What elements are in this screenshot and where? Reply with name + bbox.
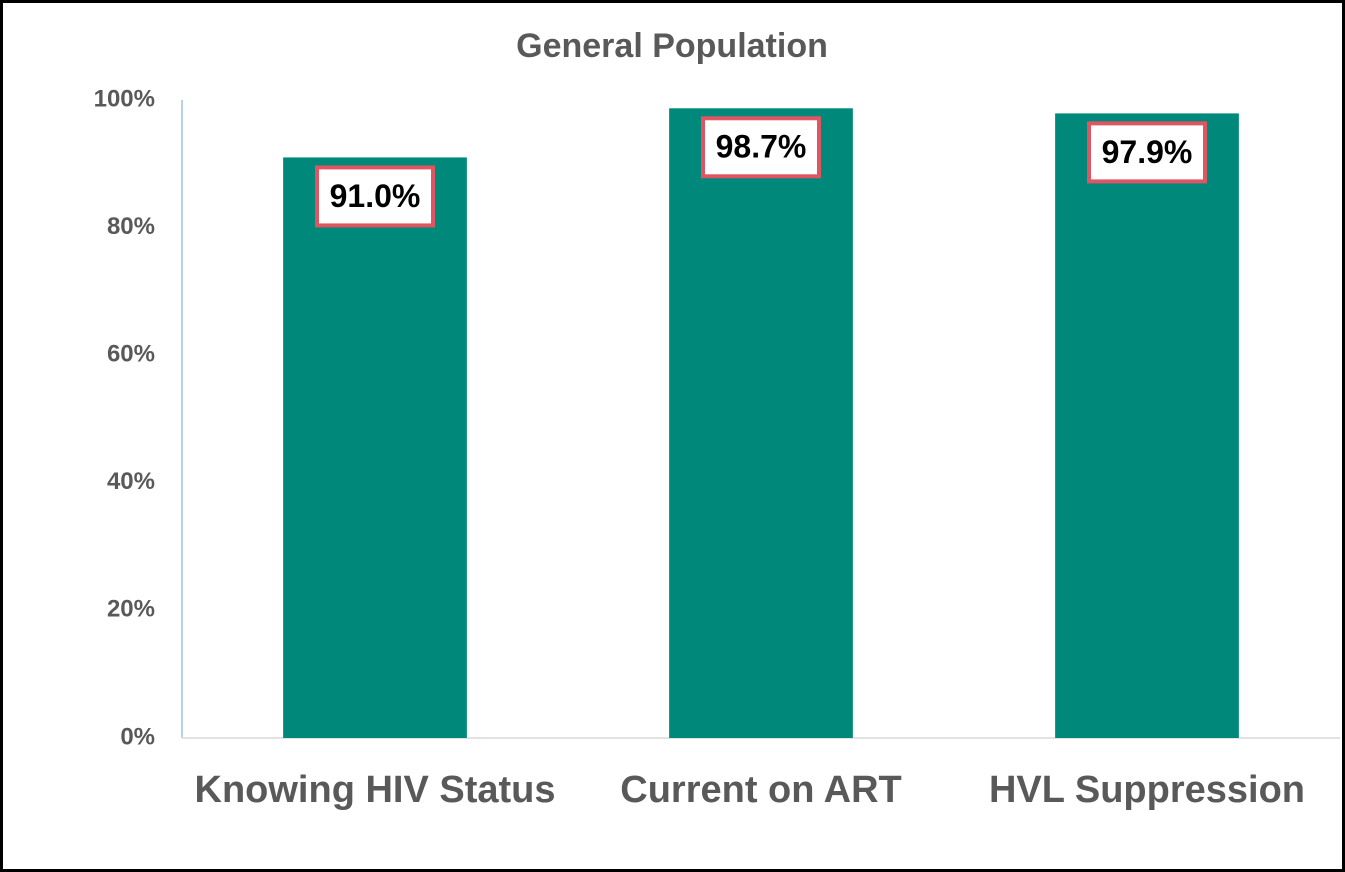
x-tick-label: Current on ART bbox=[620, 769, 902, 811]
value-label: 91.0% bbox=[330, 178, 421, 214]
y-tick-label: 100% bbox=[94, 85, 155, 112]
value-label: 98.7% bbox=[716, 129, 807, 165]
chart-title: General Population bbox=[516, 27, 828, 65]
bar bbox=[669, 108, 853, 738]
y-tick-label: 60% bbox=[107, 341, 155, 368]
y-tick-label: 40% bbox=[107, 468, 155, 495]
value-label: 97.9% bbox=[1102, 134, 1193, 170]
bar bbox=[1055, 113, 1239, 738]
x-tick-label: HVL Suppression bbox=[988, 769, 1306, 811]
x-tick-label: Knowing HIV Status bbox=[194, 769, 556, 811]
y-tick-label: 0% bbox=[120, 723, 155, 750]
value-label-box bbox=[315, 165, 435, 228]
y-tick-label: 20% bbox=[107, 596, 155, 623]
bar bbox=[283, 157, 467, 739]
value-label-box bbox=[701, 116, 821, 179]
y-tick-label: 80% bbox=[107, 213, 155, 240]
value-label-box bbox=[1087, 121, 1207, 184]
